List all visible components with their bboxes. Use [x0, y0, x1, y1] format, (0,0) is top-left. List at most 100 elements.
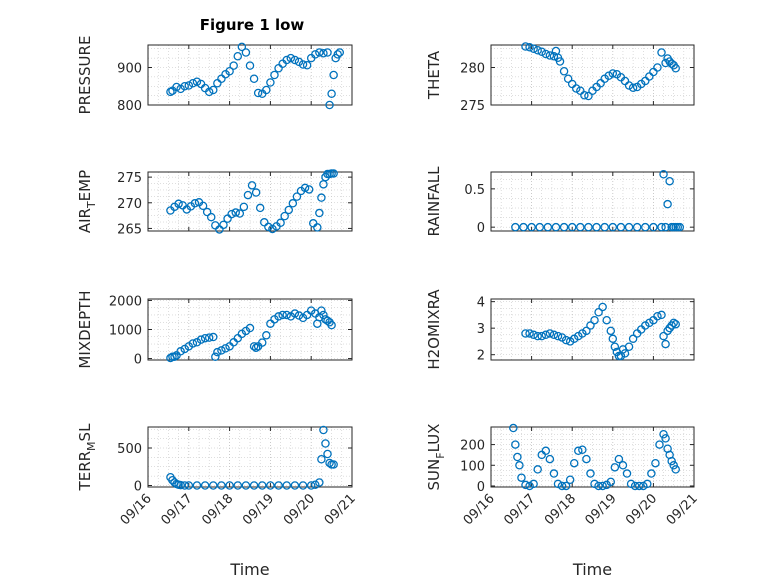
data-point [669, 318, 678, 328]
data-point [219, 220, 228, 230]
data-point [241, 481, 251, 490]
data-point [572, 84, 581, 93]
data-point [582, 326, 591, 336]
y-axis-label: SUNFLUX [425, 424, 447, 491]
subplot-air-temp: 265 270 275 AIRTEMP [76, 169, 353, 237]
data-point [300, 183, 310, 193]
data-point [549, 330, 559, 340]
data-point [253, 88, 263, 98]
data-point [227, 209, 236, 219]
data-point [511, 440, 520, 449]
data-point [188, 339, 198, 348]
data-point [276, 218, 285, 228]
data-point [590, 479, 599, 489]
y-tick-label: 2 [477, 349, 485, 364]
subplot-theta: 275 280 THETA [425, 42, 695, 114]
data-point [657, 48, 666, 57]
data-point [294, 311, 304, 320]
data-point [537, 331, 547, 341]
data-point [200, 333, 210, 343]
y-tick-label: 265 [117, 222, 142, 237]
data-point [217, 346, 226, 355]
data-point [533, 46, 542, 55]
data-point [669, 461, 678, 470]
data-point [225, 67, 234, 76]
data-point [317, 193, 326, 202]
data-point [553, 331, 563, 341]
data-point [630, 481, 640, 491]
subplot-h2omixra: 2 3 4 H2OMIXRA [425, 289, 695, 370]
data-point [559, 67, 569, 76]
data-point [525, 43, 534, 52]
data-point [323, 449, 332, 459]
data-point [298, 481, 308, 490]
data-point [319, 310, 328, 320]
data-point [586, 321, 595, 330]
data-point [626, 479, 636, 489]
data-point [290, 55, 300, 65]
data-point [549, 52, 559, 61]
data-point [618, 461, 628, 470]
data-point [600, 222, 609, 232]
data-point [545, 329, 555, 338]
data-point [628, 334, 638, 344]
data-point [527, 222, 536, 232]
data-point [274, 481, 283, 490]
data-point [262, 331, 271, 340]
subplot-pressure: 800 900 PRESSURE [76, 36, 353, 115]
data-point [329, 169, 338, 178]
y-tick-label: 275 [460, 99, 485, 114]
data-point [529, 479, 538, 489]
data-point [327, 89, 336, 99]
data-point [657, 310, 666, 320]
data-point [251, 343, 261, 353]
data-point [533, 331, 542, 341]
data-point [661, 434, 670, 443]
data-point [241, 48, 251, 57]
y-tick-label: 500 [117, 442, 142, 457]
data-point [529, 44, 538, 54]
subplot-rainfall: 0 0.5 RAINFALL [425, 166, 695, 236]
axes-box [490, 298, 695, 361]
data-point [315, 478, 324, 487]
data-point [624, 81, 634, 90]
data-point [176, 347, 185, 356]
data-point [298, 60, 308, 69]
data-point [335, 48, 345, 57]
data-point [602, 315, 611, 325]
data-point [209, 85, 218, 95]
data-point [665, 176, 674, 186]
data-point [306, 481, 316, 490]
data-point [675, 222, 685, 232]
data-point [653, 63, 662, 72]
data-point [521, 42, 530, 51]
data-point [661, 58, 670, 68]
data-point [567, 222, 577, 232]
data-point [533, 465, 542, 474]
data-point [541, 446, 551, 456]
axes-box [490, 171, 695, 232]
data-point [559, 222, 569, 232]
y-tick-label: 275 [117, 171, 142, 186]
data-point [610, 342, 620, 351]
data-point [634, 481, 644, 491]
data-point [667, 456, 676, 466]
data-point [327, 320, 336, 330]
data-point [304, 185, 314, 194]
data-point [321, 439, 330, 448]
data-point [333, 50, 342, 59]
data-point [233, 52, 243, 61]
data-point [249, 481, 259, 490]
data-point [229, 61, 238, 70]
data-point [545, 51, 555, 60]
data-point [200, 481, 210, 490]
data-point [221, 344, 230, 353]
y-axis-label: PRESSURE [76, 36, 94, 115]
data-point [255, 203, 265, 213]
data-point [247, 181, 257, 190]
data-point [235, 209, 245, 218]
data-point [198, 201, 208, 211]
data-point [184, 481, 194, 490]
data-point [225, 481, 234, 490]
